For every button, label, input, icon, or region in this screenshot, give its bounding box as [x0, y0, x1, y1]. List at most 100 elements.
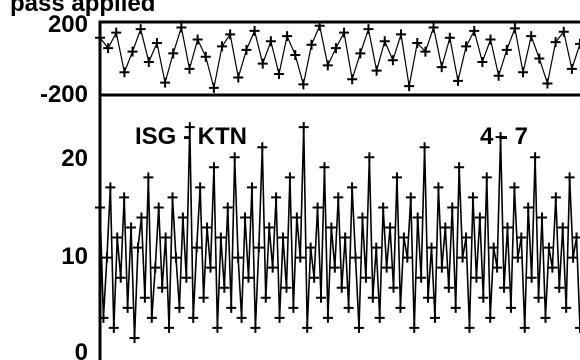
bottom-ytick-label: 10 — [61, 243, 88, 270]
bottom-data-point — [412, 212, 423, 223]
bottom-data-point — [564, 172, 575, 183]
bottom-data-point — [119, 192, 130, 203]
bottom-data-point — [95, 202, 105, 213]
top-ytick-label: -200 — [40, 81, 88, 108]
bottom-data-point — [367, 292, 378, 303]
figure-title-fragment: pass applied — [10, 0, 155, 17]
bottom-data-point — [236, 312, 247, 323]
bottom-data-point — [561, 302, 572, 313]
bottom-data-point — [101, 252, 112, 263]
bottom-data-point — [205, 262, 216, 273]
bottom-data-point — [146, 312, 157, 323]
bottom-data-point — [391, 172, 402, 183]
bottom-data-point — [274, 312, 285, 323]
bottom-data-point — [381, 262, 392, 273]
bottom-data-point — [316, 292, 327, 303]
bottom-panel: 20 10 0 ISG - KTN 4 - 7 — [61, 93, 580, 360]
bottom-series-line — [99, 127, 580, 338]
bottom-data-point — [385, 222, 396, 233]
bottom-data-point — [246, 182, 257, 193]
bottom-data-point — [492, 262, 503, 273]
bottom-data-point — [519, 322, 530, 333]
bottom-data-point — [132, 242, 143, 253]
bottom-data-point — [257, 142, 268, 153]
bottom-data-point — [471, 272, 482, 283]
bottom-data-point — [219, 282, 230, 293]
bottom-data-point — [312, 202, 323, 213]
bottom-data-point — [523, 202, 534, 213]
bottom-data-point — [122, 302, 133, 313]
bottom-data-point — [537, 212, 548, 223]
bottom-data-point — [333, 192, 344, 203]
bottom-data-point — [533, 292, 544, 303]
bottom-data-point — [105, 182, 116, 193]
bottom-data-point — [512, 252, 523, 263]
bottom-data-point — [340, 232, 351, 243]
bottom-data-point — [233, 252, 244, 263]
bottom-data-point — [181, 272, 192, 283]
bottom-data-point — [222, 202, 233, 213]
bottom-data-point — [278, 232, 289, 243]
bottom-data-point — [284, 172, 295, 183]
bottom-data-point — [557, 222, 568, 233]
bottom-data-point — [326, 222, 337, 233]
bottom-data-point — [495, 132, 506, 143]
bottom-data-point — [184, 122, 195, 133]
bottom-data-point — [454, 162, 465, 173]
bottom-data-point — [374, 312, 385, 323]
bottom-data-point — [295, 252, 306, 263]
bottom-data-point — [264, 222, 275, 233]
bottom-data-point — [402, 252, 413, 263]
bottom-data-point — [457, 252, 468, 263]
bottom-data-point — [198, 292, 209, 303]
bottom-data-point — [208, 162, 219, 173]
bottom-data-point — [157, 282, 168, 293]
bottom-data-point — [481, 172, 492, 183]
bottom-data-point — [440, 222, 451, 233]
bottom-data-point — [260, 292, 271, 303]
bottom-data-point — [167, 192, 178, 203]
bottom-data-point — [530, 152, 541, 163]
bottom-data-point — [447, 202, 458, 213]
bottom-data-point — [195, 182, 206, 193]
bottom-data-point — [433, 182, 444, 193]
bottom-data-point — [136, 212, 147, 223]
bottom-data-point — [467, 192, 478, 203]
bottom-data-point — [343, 302, 354, 313]
bottom-data-point — [409, 322, 420, 333]
bottom-data-point — [502, 222, 513, 233]
bottom-data-point — [575, 322, 580, 333]
station-annotation: ISG - KTN — [135, 123, 247, 150]
bottom-data-point — [488, 242, 499, 253]
bottom-data-point — [191, 242, 202, 253]
bottom-data-point — [429, 312, 440, 323]
bottom-data-point — [478, 292, 489, 303]
bottom-data-point — [416, 272, 427, 283]
bottom-data-point — [215, 232, 226, 243]
bottom-data-point — [360, 272, 371, 283]
bottom-data-point — [423, 292, 434, 303]
bottom-data-point — [115, 272, 126, 283]
bottom-ytick-label: 0 — [75, 339, 88, 360]
bottom-data-point — [229, 152, 240, 163]
bottom-data-point — [174, 302, 185, 313]
bottom-data-point — [485, 312, 496, 323]
station-annotation: 4 - 7 — [480, 123, 528, 150]
bottom-data-point — [540, 312, 551, 323]
bottom-data-point — [350, 252, 361, 263]
bottom-data-point — [164, 322, 175, 333]
bottom-data-point — [464, 322, 475, 333]
bottom-data-point — [281, 282, 292, 293]
bottom-data-point — [405, 192, 416, 203]
bottom-data-point — [395, 302, 406, 313]
bottom-data-point — [319, 162, 330, 173]
bottom-data-point — [98, 312, 109, 323]
bottom-data-point — [302, 322, 313, 333]
bottom-data-point — [461, 232, 472, 243]
bottom-data-point — [202, 222, 213, 233]
bottom-data-point — [288, 302, 299, 313]
bottom-ytick-label: 20 — [61, 145, 88, 172]
bottom-data-point — [108, 322, 119, 333]
bottom-data-point — [267, 262, 278, 273]
